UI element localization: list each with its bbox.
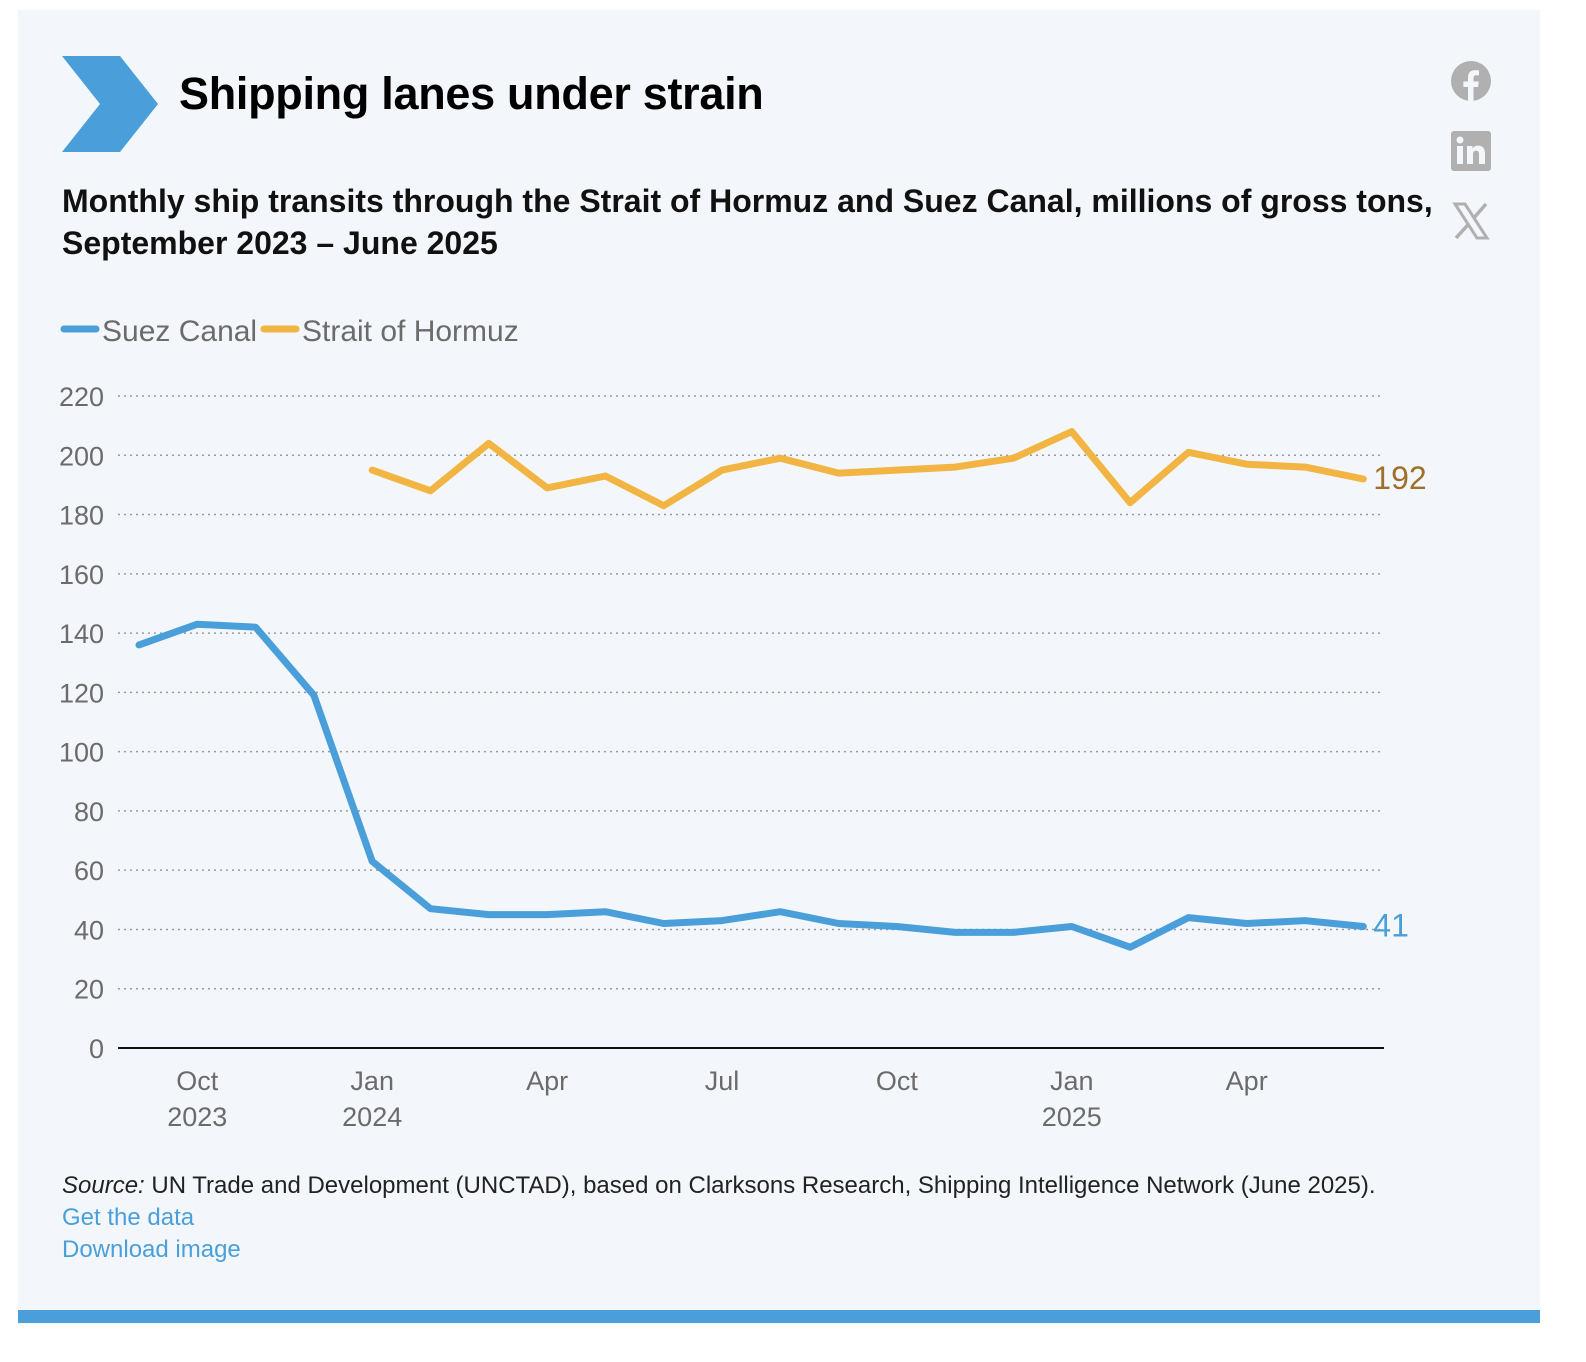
x-tick-label: Jul: [705, 1066, 740, 1096]
y-tick-label: 160: [59, 560, 104, 590]
x-axis: Oct 2023 Jan 2024 Apr Jul Oct Jan 2025 Apr: [167, 1066, 1267, 1132]
series-lines: [135, 428, 1367, 951]
x-tick-year-label: 2023: [167, 1102, 227, 1132]
chart-subtitle: Monthly ship transits through the Strait…: [62, 183, 1433, 261]
x-tick-label: Oct: [876, 1066, 919, 1096]
y-tick-label: 180: [59, 501, 104, 531]
x-tick-year-label: 2025: [1042, 1102, 1102, 1132]
x-tick-year-label: 2024: [342, 1102, 402, 1132]
y-tick-label: 200: [59, 441, 104, 471]
chart-footer: Source: UN Trade and Development (UNCTAD…: [62, 1170, 1376, 1266]
download-image-link[interactable]: Download image: [62, 1236, 241, 1263]
chart-card: [18, 10, 1540, 1324]
y-tick-label: 20: [74, 975, 104, 1005]
x-tick-label: Apr: [526, 1066, 568, 1096]
x-icon[interactable]: [1450, 200, 1492, 242]
x-tick-label: Jan: [1050, 1066, 1094, 1096]
legend-label: Strait of Hormuz: [302, 315, 519, 348]
y-axis: 0 20 40 60 80 100 120 140 160 180 200 220: [59, 382, 104, 1064]
y-tick-label: 100: [59, 738, 104, 768]
linkedin-icon[interactable]: [1450, 130, 1492, 172]
y-tick-label: 140: [59, 619, 104, 649]
y-tick-label: 60: [74, 856, 104, 886]
legend-label: Suez Canal: [102, 315, 257, 348]
y-tick-label: 40: [74, 915, 104, 945]
facebook-icon[interactable]: [1450, 60, 1492, 102]
y-tick-label: 220: [59, 382, 104, 412]
series-line-suez-canal: [135, 620, 1367, 951]
chart-title: Shipping lanes under strain: [179, 68, 764, 119]
source-note: Source: UN Trade and Development (UNCTAD…: [62, 1170, 1376, 1202]
end-labels: 41 192: [1373, 460, 1426, 944]
source-text: UN Trade and Development (UNCTAD), based…: [144, 1172, 1376, 1199]
source-lead: Source:: [62, 1172, 145, 1199]
series-line-strait-of-hormuz: [368, 428, 1367, 510]
get-the-data-link[interactable]: Get the data: [62, 1204, 195, 1231]
bottom-accent-bar: [18, 1310, 1540, 1323]
gridlines: [118, 395, 1384, 990]
chevron-logo-icon: [62, 56, 158, 152]
y-tick-label: 80: [74, 797, 104, 827]
x-tick-label: Oct: [176, 1066, 219, 1096]
y-tick-label: 120: [59, 678, 104, 708]
end-value-label: 41: [1373, 907, 1409, 943]
x-tick-label: Apr: [1226, 1066, 1268, 1096]
end-value-label: 192: [1373, 460, 1426, 496]
y-tick-label: 0: [89, 1034, 104, 1064]
x-tick-label: Jan: [350, 1066, 394, 1096]
legend: Suez Canal Strait of Hormuz: [60, 315, 519, 348]
